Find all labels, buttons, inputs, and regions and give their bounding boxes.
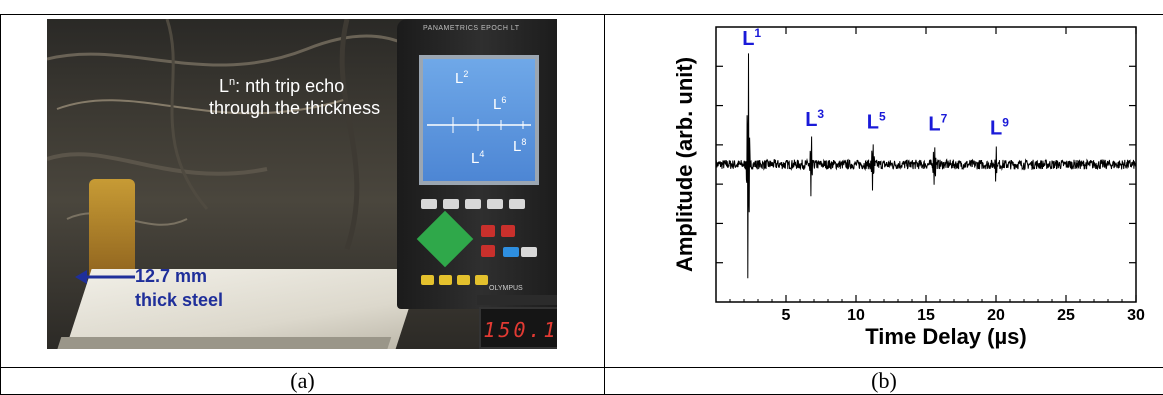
caption-b: (b) — [605, 368, 1163, 394]
x-tick-label: 30 — [1127, 307, 1145, 324]
peak-label-base: L — [867, 111, 879, 133]
figure-table: PANAMETRICS EPOCH LT — [0, 14, 1163, 395]
peak-label-l5: L5 — [867, 109, 886, 133]
peak-label-l7: L7 — [928, 112, 947, 136]
peak-label-sup: 9 — [1002, 115, 1009, 129]
peak-label-l3: L3 — [805, 107, 824, 131]
caption-cell-b: (b) — [605, 368, 1163, 395]
x-tick-label: 5 — [782, 307, 791, 324]
peak-label-l1: L1 — [742, 26, 761, 50]
peak-label-sup: 1 — [754, 26, 761, 40]
peak-label-l9: L9 — [990, 115, 1009, 139]
peak-label-base: L — [990, 117, 1002, 139]
peak-label-sup: 5 — [879, 109, 886, 123]
x-axis-title: Time Delay (µs) — [865, 324, 1026, 349]
x-tick-label: 25 — [1057, 307, 1075, 324]
peak-label-sup: 3 — [817, 107, 824, 121]
peak-label-base: L — [805, 109, 817, 131]
peak-label-base: L — [742, 28, 754, 50]
peak-label-base: L — [928, 114, 940, 136]
steel-label-line1: 12.7 mm — [135, 265, 207, 287]
x-tick-label: 20 — [987, 307, 1005, 324]
experiment-photo: PANAMETRICS EPOCH LT — [47, 19, 557, 349]
x-tick-label: 10 — [847, 307, 865, 324]
caption-cell-a: (a) — [1, 368, 605, 395]
photo-panel: PANAMETRICS EPOCH LT — [1, 15, 604, 367]
steel-arrow — [47, 19, 557, 349]
photo-cell: PANAMETRICS EPOCH LT — [1, 15, 605, 368]
caption-a: (a) — [1, 368, 604, 394]
clipped-caption-line — [0, 0, 1163, 5]
x-tick-label: 15 — [917, 307, 935, 324]
peak-label-sup: 7 — [941, 112, 948, 126]
steel-label-line2: thick steel — [135, 289, 223, 311]
y-axis-title: Amplitude (arb. unit) — [672, 57, 697, 272]
echo-signal-line — [716, 53, 1136, 278]
